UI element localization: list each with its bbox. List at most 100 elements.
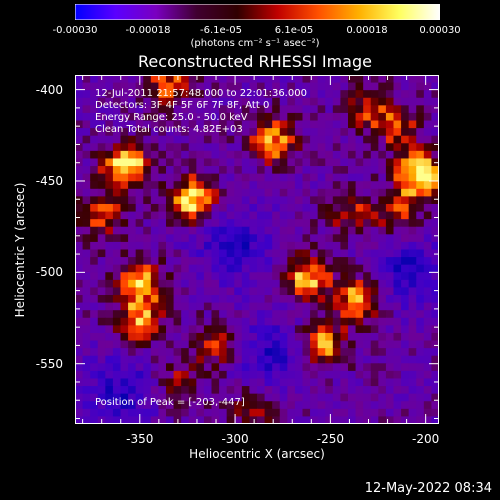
heatmap-cell: [97, 82, 106, 91]
heatmap-cell: [348, 234, 357, 243]
heatmap-cell: [401, 386, 410, 395]
heatmap-cell: [173, 219, 182, 228]
heatmap-cell: [348, 188, 357, 197]
heatmap-cell: [82, 416, 91, 424]
heatmap-cell: [120, 241, 129, 251]
heatmap-cell: [385, 203, 395, 213]
heatmap-cell: [385, 219, 395, 228]
heatmap-cell: [188, 378, 197, 387]
heatmap-cell: [143, 401, 152, 410]
heatmap-cell: [348, 340, 357, 349]
heatmap-cell: [257, 340, 266, 349]
heatmap-cell: [257, 310, 266, 319]
heatmap-cell: [158, 173, 167, 182]
heatmap-cell: [310, 181, 319, 190]
heatmap-cell: [211, 234, 220, 243]
heatmap-cell: [158, 219, 167, 228]
heatmap-cell: [249, 401, 258, 410]
heatmap-cell: [135, 158, 144, 167]
heatmap-cell: [181, 241, 190, 251]
heatmap-cell: [378, 264, 387, 273]
heatmap-cell: [272, 287, 281, 296]
heatmap-cell: [90, 416, 99, 424]
heatmap-cell: [302, 340, 311, 349]
heatmap-cell: [203, 355, 213, 364]
heatmap-cell: [150, 196, 160, 205]
heatmap-cell: [82, 408, 91, 418]
heatmap-cell: [90, 143, 99, 152]
heatmap-cell: [423, 393, 433, 402]
heatmap-cell: [332, 257, 342, 266]
heatmap-cell: [279, 173, 288, 182]
heatmap-cell: [219, 401, 228, 410]
heatmap-cell: [416, 150, 425, 160]
heatmap-cell: [423, 158, 433, 167]
heatmap-cell: [340, 226, 349, 235]
heatmap-cell: [370, 249, 379, 258]
heatmap-cell: [355, 355, 364, 364]
heatmap-cell: [272, 158, 281, 167]
heatmap-cell: [378, 120, 387, 129]
heatmap-cell: [279, 257, 288, 266]
heatmap-cell: [97, 226, 106, 235]
heatmap-cell: [166, 82, 175, 91]
heatmap-cell: [287, 295, 296, 304]
heatmap-cell: [340, 90, 349, 99]
heatmap-cell: [219, 166, 228, 175]
heatmap-cell: [82, 257, 91, 266]
heatmap-cell: [112, 158, 122, 167]
heatmap-cell: [332, 211, 342, 220]
heatmap-cell: [105, 203, 114, 213]
heatmap-cell: [196, 82, 205, 91]
heatmap-cell: [158, 363, 167, 372]
heatmap-cell: [348, 378, 357, 387]
heatmap-cell: [158, 181, 167, 190]
heatmap-cell: [348, 150, 357, 160]
heatmap-cell: [135, 196, 144, 205]
heatmap-cell: [82, 272, 91, 281]
heatmap-cell: [249, 173, 258, 182]
heatmap-cell: [234, 120, 243, 129]
heatmap-cell: [416, 143, 425, 152]
heatmap-cell: [158, 272, 167, 281]
heatmap-cell: [135, 302, 144, 311]
heatmap-cell: [416, 310, 425, 319]
heatmap-cell: [302, 332, 311, 342]
heatmap-cell: [401, 249, 410, 258]
heatmap-cell: [408, 317, 417, 326]
heatmap-cell: [348, 363, 357, 372]
heatmap-cell: [120, 128, 129, 137]
colorbar-tick-label: -0.00030: [52, 25, 98, 36]
heatmap-cell: [287, 90, 296, 99]
heatmap-cell: [143, 234, 152, 243]
heatmap-cell: [363, 181, 372, 190]
heatmap-cell: [385, 317, 395, 326]
heatmap-cell: [166, 416, 175, 424]
heatmap-cell: [219, 135, 228, 144]
heatmap-cell: [287, 370, 296, 380]
heatmap-cell: [120, 203, 129, 213]
heatmap-cell: [241, 112, 251, 122]
heatmap-cell: [211, 340, 220, 349]
heatmap-cell: [325, 302, 334, 311]
heatmap-cell: [128, 188, 137, 197]
heatmap-cell: [75, 173, 84, 182]
heatmap-cell: [90, 310, 99, 319]
heatmap-cell: [128, 196, 137, 205]
heatmap-cell: [143, 332, 152, 342]
heatmap-cell: [181, 158, 190, 167]
heatmap-cell: [173, 135, 182, 144]
heatmap-cell: [143, 173, 152, 182]
heatmap-cell: [332, 219, 342, 228]
heatmap-cell: [105, 135, 114, 144]
heatmap-cell: [97, 348, 106, 357]
heatmap-cell: [431, 112, 439, 122]
heatmap-cell: [226, 90, 235, 99]
heatmap-cell: [257, 158, 266, 167]
heatmap-cell: [348, 211, 357, 220]
heatmap-cell: [97, 325, 106, 334]
heatmap-cell: [385, 75, 395, 84]
heatmap-cell: [416, 279, 425, 289]
heatmap-cell: [219, 348, 228, 357]
heatmap-cell: [423, 143, 433, 152]
